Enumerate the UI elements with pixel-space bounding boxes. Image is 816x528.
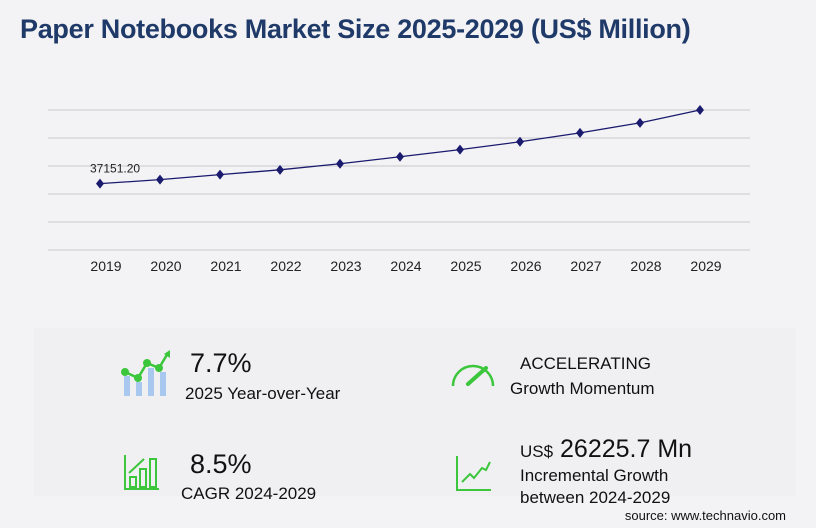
x-tick-label: 2022 <box>270 258 301 274</box>
x-tick-label: 2026 <box>510 258 541 274</box>
data-point <box>456 144 464 155</box>
bar-chart-growth-icon <box>124 455 159 490</box>
data-label: 37151.20 <box>90 162 140 176</box>
currency-prefix: US$ <box>520 442 554 461</box>
data-point <box>696 105 704 115</box>
data-point <box>96 178 104 189</box>
x-tick-label: 2024 <box>390 258 421 274</box>
x-tick-label: 2020 <box>150 258 181 274</box>
incremental-label-1: Incremental Growth <box>520 466 669 485</box>
incremental-growth: US$ 26225.7 Mn <box>520 435 692 464</box>
series-line <box>99 109 701 185</box>
data-point <box>156 174 164 185</box>
bar-trend-icon <box>121 350 170 396</box>
chart-title: Paper Notebooks Market Size 2025-2029 (U… <box>20 14 691 44</box>
line-growth-icon <box>456 456 491 491</box>
x-tick-label: 2023 <box>330 258 361 274</box>
data-point <box>336 158 344 169</box>
data-point <box>576 127 584 138</box>
data-point <box>636 117 644 128</box>
x-tick-label: 2019 <box>90 258 121 274</box>
data-point <box>516 136 524 147</box>
data-point <box>276 164 284 175</box>
x-tick-label: 2021 <box>210 258 241 274</box>
momentum-value: ACCELERATING <box>520 354 651 373</box>
yoy-value: 7.7% <box>190 348 252 378</box>
momentum-label: Growth Momentum <box>510 379 655 398</box>
incremental-label-2: between 2024-2029 <box>520 488 671 507</box>
data-point <box>216 169 224 180</box>
cagr-label: CAGR 2024-2029 <box>181 484 317 503</box>
line-chart: 2019 2020 2021 2022 2023 2024 2025 2026 2027 2028… <box>48 105 750 274</box>
cagr-value: 8.5% <box>190 449 252 479</box>
data-point <box>396 151 404 162</box>
x-tick-label: 2027 <box>570 258 601 274</box>
stats-panel <box>34 328 796 496</box>
incremental-value: 26225.7 Mn <box>560 435 693 463</box>
speedometer-icon <box>451 364 495 387</box>
x-tick-label: 2029 <box>690 258 721 274</box>
source-text: source: www.technavio.com <box>624 508 786 523</box>
yoy-label: 2025 Year-over-Year <box>185 384 341 403</box>
x-tick-label: 2028 <box>630 258 661 274</box>
x-tick-label: 2025 <box>450 258 481 274</box>
